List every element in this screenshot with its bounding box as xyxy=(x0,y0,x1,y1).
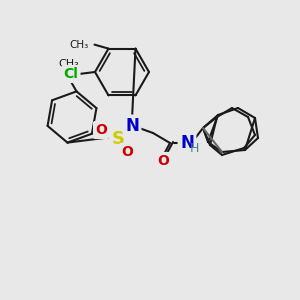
Text: H: H xyxy=(189,142,199,155)
Text: CH₃: CH₃ xyxy=(58,59,79,69)
Text: O: O xyxy=(95,123,107,137)
Text: CH₃: CH₃ xyxy=(69,40,88,50)
Text: N: N xyxy=(125,117,139,135)
Text: O: O xyxy=(121,145,133,159)
Text: Cl: Cl xyxy=(64,67,78,81)
Text: N: N xyxy=(180,134,194,152)
Text: O: O xyxy=(157,154,169,168)
Text: S: S xyxy=(112,130,124,148)
